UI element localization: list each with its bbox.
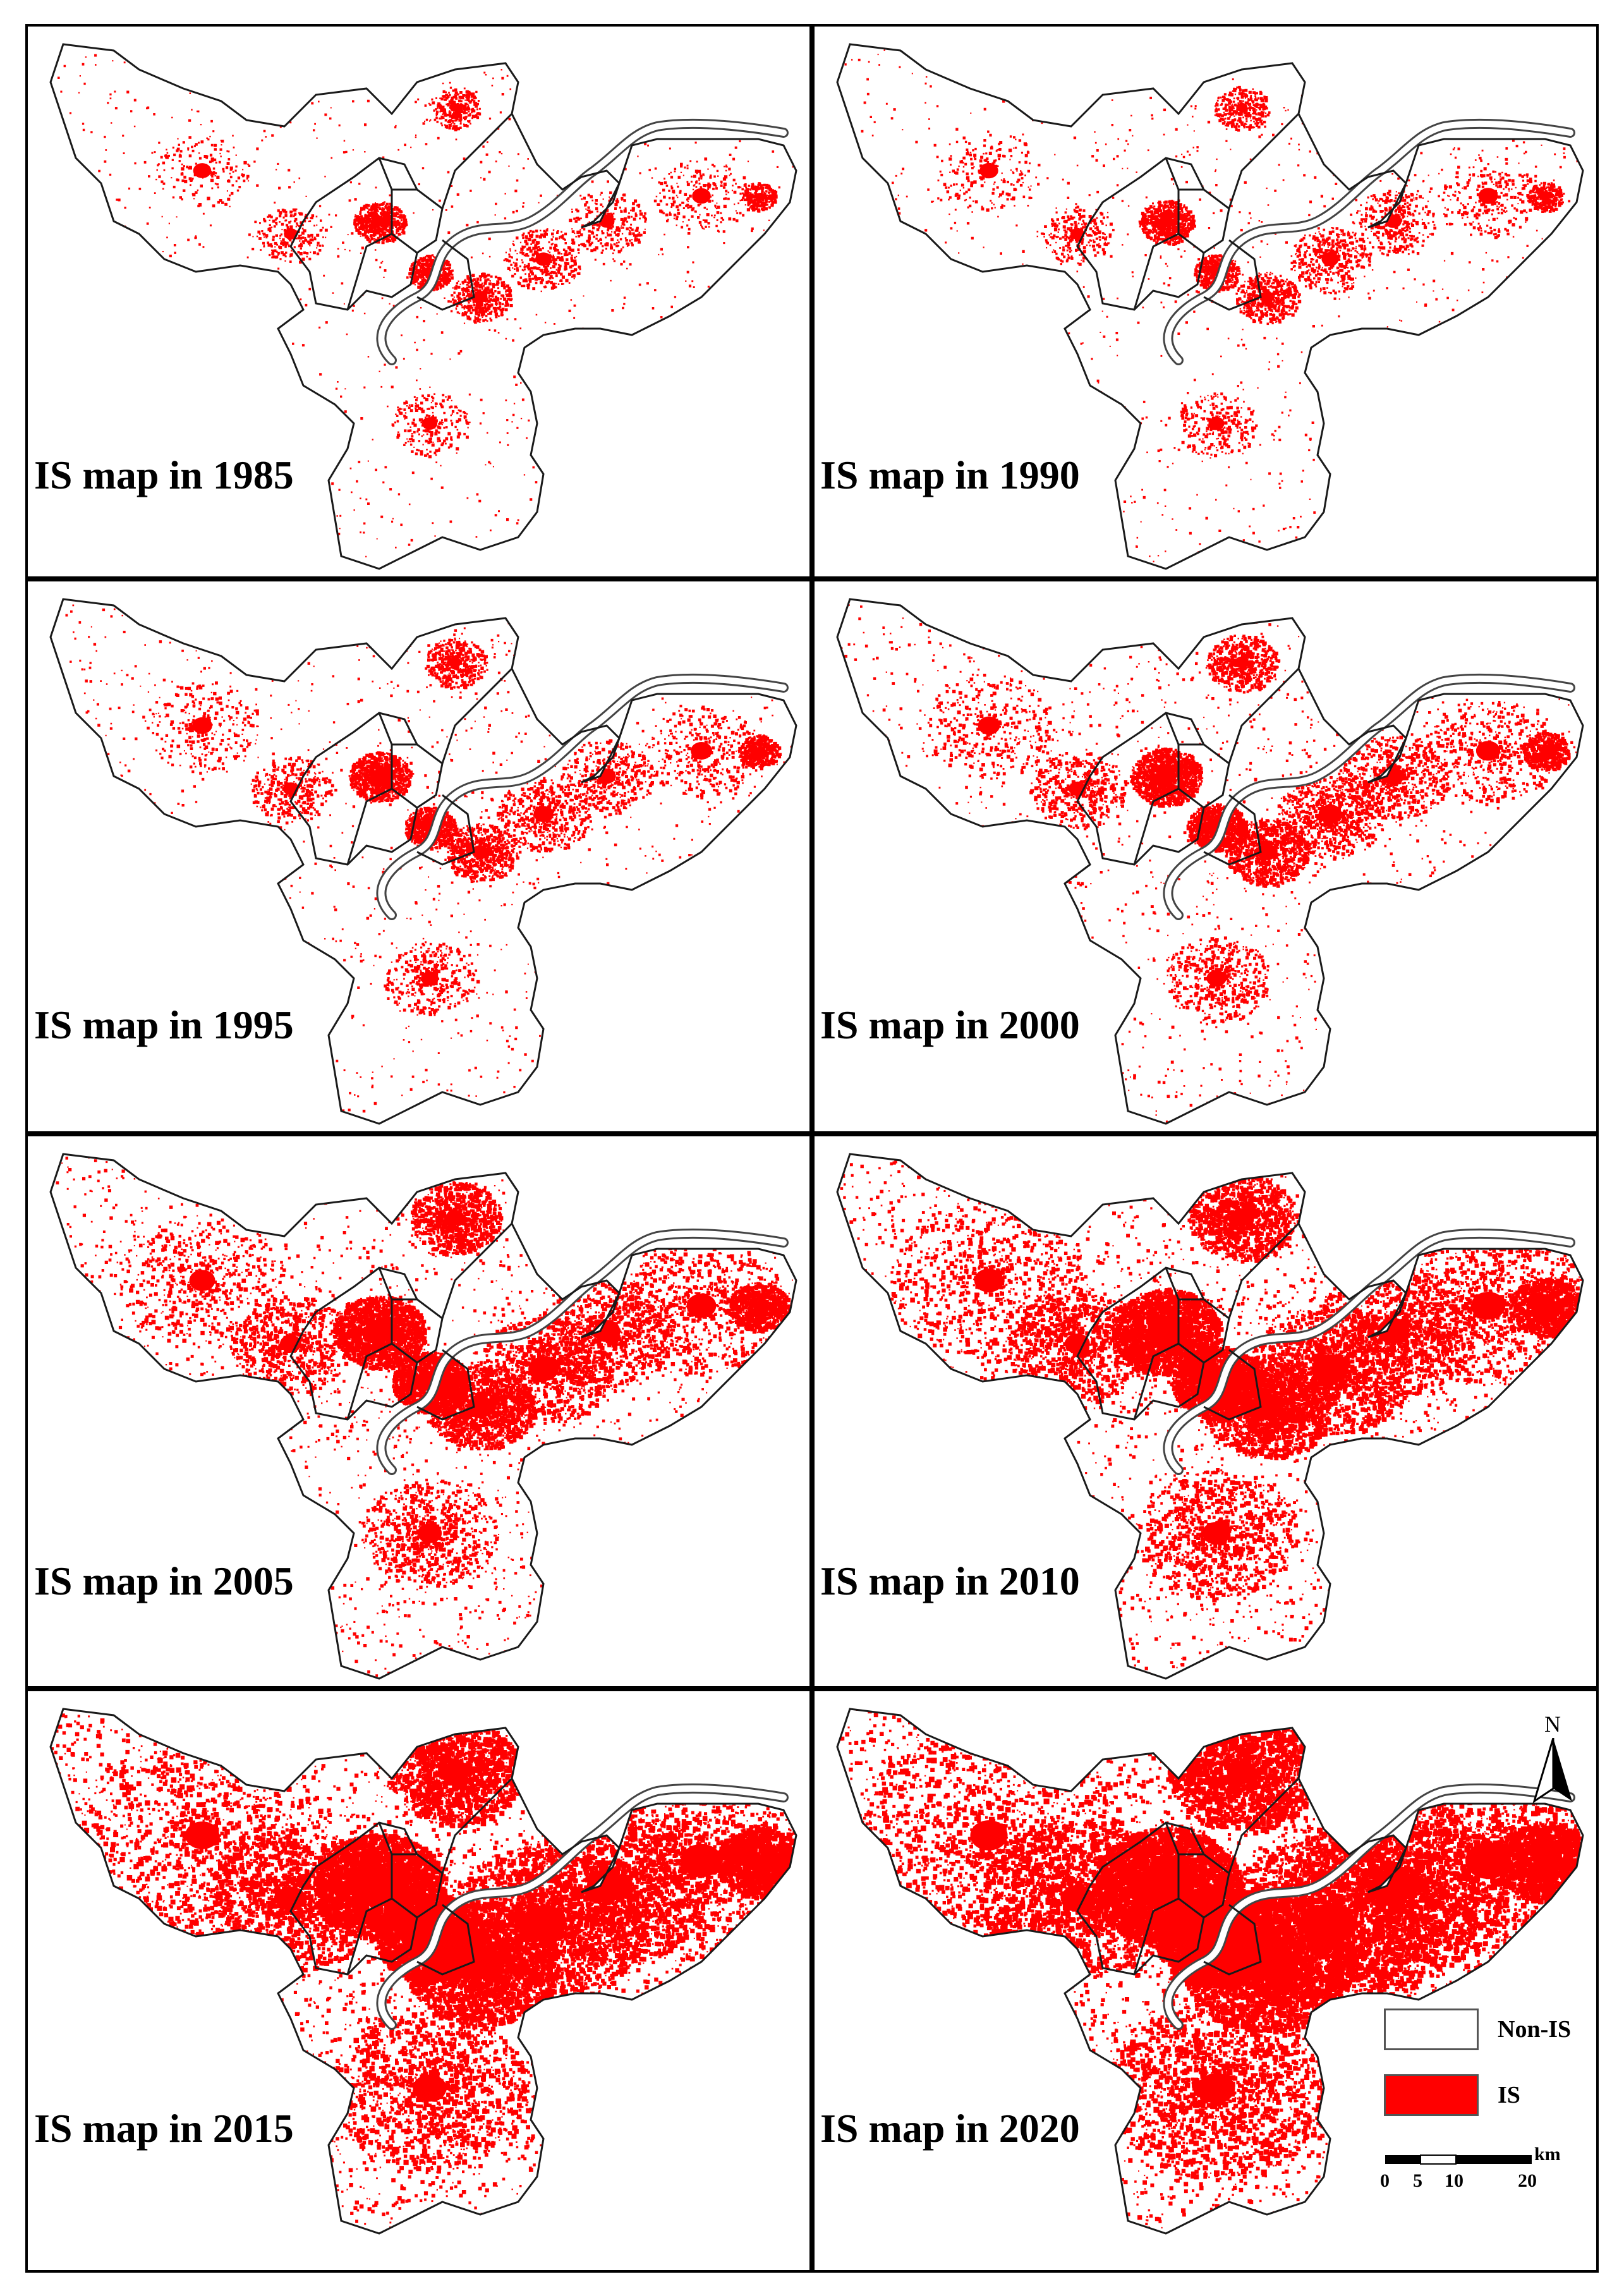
north-label: N <box>1544 1713 1561 1735</box>
urban-core <box>1321 252 1338 266</box>
scale-tick-0: 0 <box>1380 2172 1390 2191</box>
urban-core <box>467 1396 494 1418</box>
legend-swatch-is <box>1384 2074 1479 2116</box>
urban-core <box>193 163 212 178</box>
urban-core <box>422 417 437 430</box>
urban-core <box>970 1820 1007 1851</box>
urban-core <box>1305 1904 1356 1944</box>
urban-core <box>1536 1854 1554 1868</box>
urban-core <box>1243 1943 1290 1981</box>
urban-core <box>450 103 461 112</box>
map-panel-2015 <box>27 1690 826 2271</box>
urban-core <box>692 188 711 204</box>
urban-core <box>1471 1292 1505 1320</box>
urban-core <box>1208 417 1224 430</box>
urban-core <box>185 1821 219 1849</box>
north-arrow-icon <box>1528 1738 1579 1808</box>
urban-core <box>1231 1208 1252 1225</box>
scale-tick-5: 5 <box>1413 2172 1422 2191</box>
urban-core <box>442 1761 468 1782</box>
panel-caption-2020: IS map in 2020 <box>820 2108 1080 2149</box>
urban-core <box>418 1523 442 1543</box>
urban-core <box>189 1270 215 1291</box>
panel-caption-2010: IS map in 2010 <box>820 1561 1080 1601</box>
urban-core <box>750 1854 767 1868</box>
urban-core <box>356 1867 403 1905</box>
urban-core <box>1260 291 1274 303</box>
urban-core <box>1065 1334 1090 1354</box>
urban-core <box>533 806 553 822</box>
map-panel-1995 <box>27 580 811 1133</box>
urban-core <box>421 971 439 986</box>
map-panel-2000 <box>813 580 1597 1133</box>
panel-caption-2005: IS map in 2005 <box>34 1561 294 1601</box>
urban-core <box>528 1357 559 1382</box>
urban-core <box>413 2075 446 2102</box>
legend-swatch-non-is <box>1384 2009 1479 2050</box>
urban-core <box>1538 1300 1551 1311</box>
urban-core <box>1139 1864 1193 1907</box>
urban-core <box>1206 970 1226 987</box>
map-panel-2010 <box>813 1135 1597 1687</box>
urban-core <box>681 1844 722 1877</box>
map-panel-2005 <box>27 1135 811 1687</box>
urban-core <box>1203 1522 1231 1545</box>
panel-caption-1995: IS map in 1995 <box>34 1005 294 1045</box>
urban-core <box>755 193 762 198</box>
urban-core <box>521 1905 566 1942</box>
urban-core <box>974 1268 1003 1292</box>
urban-core <box>535 252 552 265</box>
legend-label-is: IS <box>1498 2083 1520 2107</box>
urban-core <box>1541 747 1550 755</box>
urban-core <box>979 163 998 178</box>
is-map-figure: IS map in 1985 IS map in 1990 IS map in … <box>25 24 1624 2273</box>
urban-core <box>1319 805 1342 823</box>
urban-core <box>371 769 387 782</box>
urban-core <box>978 717 1000 735</box>
urban-core <box>280 1335 301 1352</box>
scale-bar: km 0 5 10 20 <box>1378 2145 1580 2202</box>
urban-core <box>449 657 461 667</box>
urban-core <box>474 291 487 302</box>
scale-tick-20: 20 <box>1518 2172 1537 2191</box>
panel-caption-2000: IS map in 2000 <box>820 1005 1080 1045</box>
scale-tick-10: 10 <box>1445 2172 1463 2191</box>
urban-core <box>1476 741 1500 760</box>
urban-core <box>1159 216 1172 226</box>
north-arrow: N <box>1528 1713 1579 1808</box>
urban-core <box>365 1319 394 1342</box>
scale-unit: km <box>1534 2145 1561 2164</box>
panel-caption-1990: IS map in 1990 <box>820 455 1080 495</box>
urban-core <box>446 1210 464 1224</box>
panel-caption-2015: IS map in 2015 <box>34 2108 294 2149</box>
urban-core <box>1156 768 1177 785</box>
urban-core <box>373 216 385 226</box>
urban-core <box>1251 1394 1283 1420</box>
urban-core <box>1479 188 1498 204</box>
urban-core <box>1197 2073 1235 2103</box>
urban-core <box>1541 193 1548 198</box>
urban-core <box>687 1294 717 1318</box>
urban-core <box>459 1945 501 1979</box>
urban-core <box>1227 1760 1257 1784</box>
urban-core <box>753 1301 764 1311</box>
urban-core <box>691 742 712 760</box>
legend-label-non-is: Non-IS <box>1498 2017 1571 2041</box>
urban-core <box>1312 1354 1348 1383</box>
urban-core <box>754 748 763 754</box>
urban-core <box>1235 657 1249 669</box>
map-panels-canvas <box>25 24 1624 2273</box>
panel-caption-1985: IS map in 1985 <box>34 455 294 495</box>
urban-core <box>192 717 212 734</box>
urban-core <box>1465 1842 1511 1879</box>
urban-core <box>1236 103 1247 112</box>
